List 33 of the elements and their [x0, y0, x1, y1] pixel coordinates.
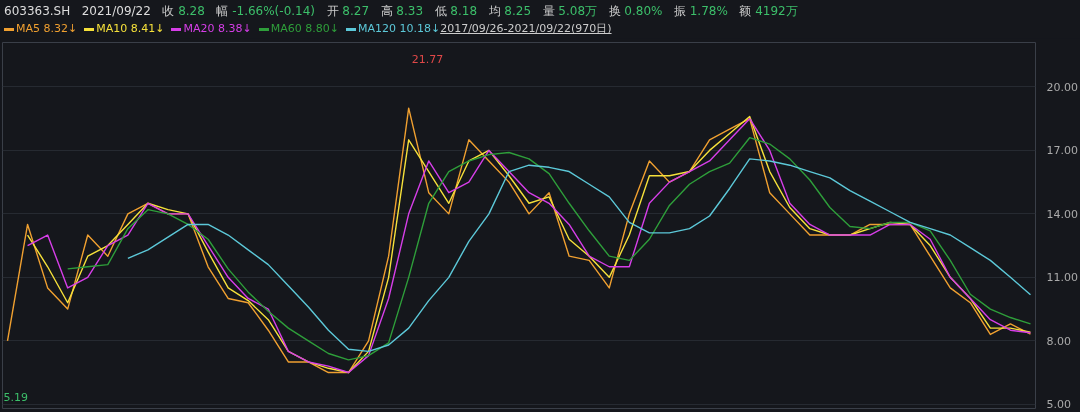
- text: 额 4192万: [739, 4, 798, 18]
- annotation: 21.77: [411, 52, 444, 66]
- legend-label: MA5: [16, 22, 41, 35]
- line-series: [66, 137, 1032, 361]
- y-tick-label: 20.00: [1046, 80, 1078, 94]
- legend-label: MA20: [183, 22, 216, 35]
- text: 8.32↓: [43, 22, 78, 35]
- legend-label: MA60: [270, 22, 303, 35]
- text: 8.41↓: [130, 22, 165, 35]
- chart-title: 603363.SH: [4, 4, 71, 18]
- y-tick-label: 8.00: [1046, 334, 1071, 348]
- text: 8.38↓: [217, 22, 252, 35]
- text: 8.80↓: [305, 22, 339, 35]
- text: 量 5.08万: [542, 4, 598, 18]
- text: 高 8.33: [380, 4, 424, 18]
- legend-label: MA120: [357, 22, 397, 35]
- text: 换 0.80%: [608, 4, 663, 18]
- legend-label: MA10: [96, 22, 129, 35]
- text: 收 8.28: [162, 4, 205, 18]
- text: 低 8.18: [434, 4, 478, 18]
- y-tick-label: 5.00: [1046, 398, 1071, 412]
- text: 幅 -1.66%(-0.14): [216, 4, 316, 18]
- text: 2017/09/26-2021/09/22(970日): [440, 21, 612, 37]
- y-tick-label: 14.00: [1046, 207, 1078, 221]
- chart-subtitle: 2021/09/22: [81, 4, 151, 18]
- line-series: [127, 158, 1032, 353]
- y-tick-label: 11.00: [1046, 271, 1078, 285]
- text: 均 8.25: [488, 4, 532, 18]
- y-tick-label: 17.00: [1046, 144, 1078, 158]
- text: 10.18↓: [399, 22, 441, 35]
- text: 开 8.27: [326, 4, 370, 18]
- text: 振 1.78%: [673, 4, 728, 18]
- annotation: 5.19: [3, 390, 28, 404]
